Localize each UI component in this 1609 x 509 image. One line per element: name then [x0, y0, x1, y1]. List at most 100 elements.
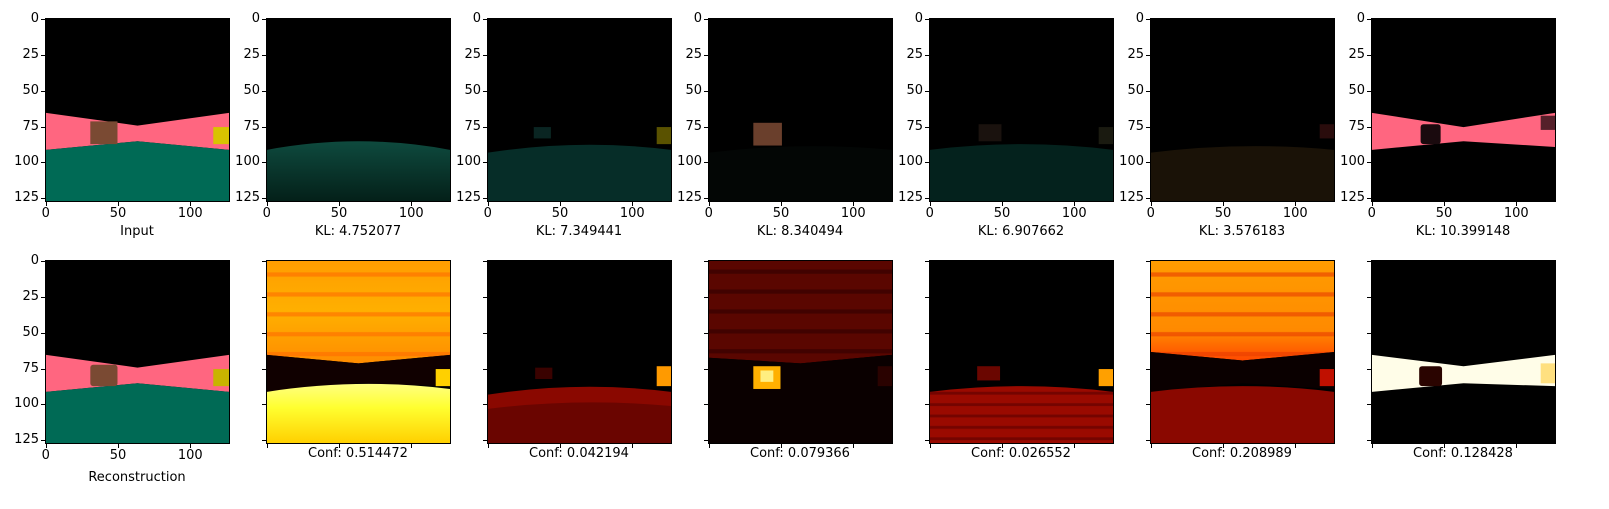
x-tick-label: 100: [398, 206, 424, 221]
x-tick-label: 100: [177, 448, 203, 463]
y-tick-label: 25: [1127, 46, 1144, 62]
x-tick-mark: [929, 444, 931, 448]
x-tick-mark: [411, 444, 413, 448]
x-tick-mark: [1516, 202, 1518, 206]
y-tick-mark: [704, 296, 708, 298]
x-tick-mark: [266, 202, 268, 206]
x-tick-mark: [853, 444, 855, 448]
y-tick-label: 75: [1127, 118, 1144, 134]
y-tick-label: 50: [22, 82, 39, 98]
y-tick-mark: [41, 260, 45, 262]
y-tick-label: 125: [1119, 190, 1144, 206]
y-tick-mark: [1367, 162, 1371, 164]
latent-image-2: [487, 18, 672, 202]
x-tick-label: 100: [1061, 206, 1087, 221]
y-tick-label: 0: [251, 10, 260, 26]
x-tick-mark: [1001, 202, 1003, 206]
caption-conf-5: Conf: 0.208989: [1192, 446, 1292, 461]
x-tick-mark: [411, 202, 413, 206]
y-tick-mark: [483, 54, 487, 56]
y-tick-mark: [704, 18, 708, 20]
x-tick-mark: [708, 202, 710, 206]
confidence-map-2: [487, 260, 672, 444]
y-tick-label: 75: [22, 118, 39, 134]
x-tick-label: 100: [840, 206, 866, 221]
y-tick-label: 100: [14, 154, 39, 170]
caption-conf-3: Conf: 0.079366: [750, 446, 850, 461]
y-tick-mark: [1367, 126, 1371, 128]
x-tick-mark: [338, 202, 340, 206]
x-tick-mark: [1150, 202, 1152, 206]
y-tick-mark: [41, 332, 45, 334]
input-image-panel: [45, 18, 230, 202]
caption-conf-6: Conf: 0.128428: [1413, 446, 1513, 461]
y-tick-mark: [925, 404, 929, 406]
y-tick-mark: [483, 162, 487, 164]
y-tick-label: 125: [235, 190, 260, 206]
y-tick-mark: [41, 296, 45, 298]
y-tick-mark: [483, 332, 487, 334]
y-tick-mark: [925, 332, 929, 334]
y-tick-label: 75: [464, 118, 481, 134]
confidence-map-1: [266, 260, 451, 444]
x-tick-mark: [853, 202, 855, 206]
x-tick-mark: [338, 444, 340, 448]
y-tick-mark: [262, 404, 266, 406]
y-tick-label: 0: [30, 252, 39, 268]
y-tick-mark: [483, 198, 487, 200]
caption-kl-3: KL: 8.340494: [756, 224, 844, 239]
caption-conf-2: Conf: 0.042194: [529, 446, 629, 461]
y-tick-mark: [1146, 90, 1150, 92]
x-tick-mark: [1443, 202, 1445, 206]
x-tick-label: 50: [993, 206, 1011, 221]
x-tick-mark: [1150, 444, 1152, 448]
caption-conf-1: Conf: 0.514472: [308, 446, 408, 461]
y-tick-label: 25: [464, 46, 481, 62]
y-tick-label: 50: [685, 82, 702, 98]
y-tick-mark: [704, 260, 708, 262]
y-tick-mark: [1146, 404, 1150, 406]
y-tick-mark: [1146, 126, 1150, 128]
y-tick-label: 100: [235, 154, 260, 170]
y-tick-mark: [483, 368, 487, 370]
y-tick-mark: [262, 198, 266, 200]
y-tick-mark: [1146, 332, 1150, 334]
x-tick-mark: [1222, 202, 1224, 206]
latent-image-5: [1150, 18, 1335, 202]
y-tick-mark: [262, 126, 266, 128]
y-tick-label: 25: [685, 46, 702, 62]
x-tick-mark: [632, 444, 634, 448]
y-tick-mark: [1367, 404, 1371, 406]
y-tick-mark: [925, 162, 929, 164]
y-tick-mark: [41, 198, 45, 200]
x-tick-mark: [780, 202, 782, 206]
x-tick-label: 50: [551, 206, 569, 221]
y-tick-mark: [704, 90, 708, 92]
y-tick-mark: [262, 54, 266, 56]
reconstruction-image-panel: [45, 260, 230, 444]
x-tick-label: 0: [483, 206, 492, 221]
y-tick-mark: [483, 440, 487, 442]
caption-conf-4: Conf: 0.026552: [971, 446, 1071, 461]
x-tick-mark: [708, 444, 710, 448]
y-tick-label: 0: [693, 10, 702, 26]
y-tick-mark: [1367, 18, 1371, 20]
x-tick-mark: [1371, 444, 1373, 448]
x-tick-mark: [1516, 444, 1518, 448]
y-tick-mark: [41, 404, 45, 406]
y-tick-label: 100: [898, 154, 923, 170]
x-tick-mark: [266, 444, 268, 448]
x-tick-label: 100: [1282, 206, 1308, 221]
x-tick-label: 50: [772, 206, 790, 221]
y-tick-mark: [262, 90, 266, 92]
x-tick-label: 50: [109, 206, 127, 221]
y-tick-label: 0: [30, 10, 39, 26]
x-tick-label: 0: [1146, 206, 1155, 221]
x-tick-label: 100: [177, 206, 203, 221]
x-tick-mark: [780, 444, 782, 448]
y-tick-mark: [704, 126, 708, 128]
y-tick-label: 125: [898, 190, 923, 206]
x-tick-mark: [45, 202, 47, 206]
y-tick-mark: [483, 90, 487, 92]
y-tick-label: 100: [456, 154, 481, 170]
